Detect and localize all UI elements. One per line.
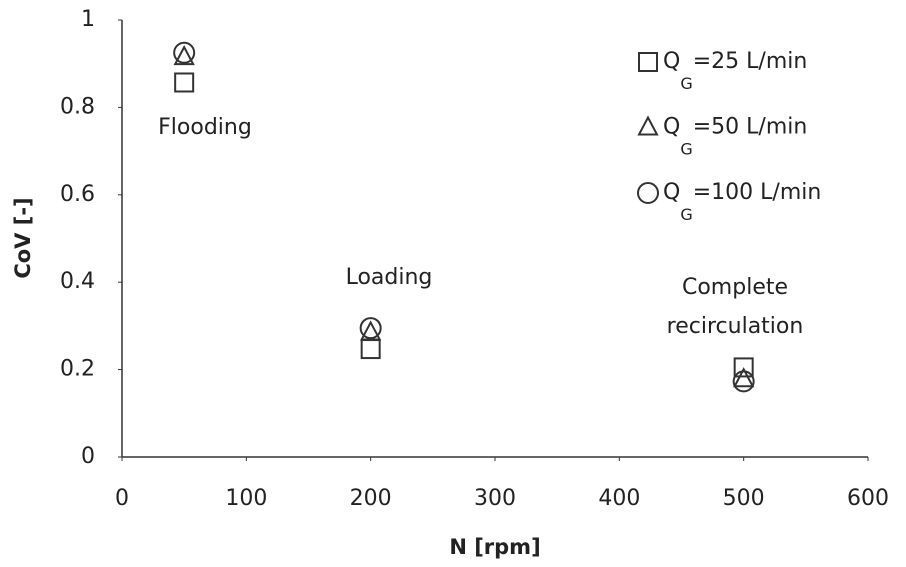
marker-square bbox=[733, 357, 754, 378]
annotation: Complete recirculation bbox=[667, 275, 804, 339]
y-tick-label: 0.4 bbox=[60, 269, 95, 294]
marker-circle bbox=[732, 370, 755, 393]
x-tick-label: 300 bbox=[474, 486, 516, 511]
marker-triangle bbox=[360, 320, 382, 341]
y-tick-label: 0 bbox=[81, 444, 95, 469]
marker-circle bbox=[359, 317, 382, 340]
annotation: Loading bbox=[346, 265, 433, 290]
x-tick-label: 400 bbox=[598, 486, 640, 511]
x-tick-label: 0 bbox=[115, 486, 129, 511]
y-tick-label: 1 bbox=[81, 7, 95, 32]
legend-label: QG=25 L/min bbox=[663, 49, 807, 93]
x-tick-label: 500 bbox=[723, 486, 765, 511]
legend-label: QG=50 L/min bbox=[663, 115, 807, 159]
y-axis-title: CoV [-] bbox=[11, 197, 35, 278]
legend-marker bbox=[637, 115, 659, 136]
x-axis-title: N [rpm] bbox=[449, 535, 540, 559]
marker-circle bbox=[173, 41, 196, 64]
marker-square bbox=[360, 339, 381, 360]
y-tick-label: 0.8 bbox=[60, 94, 95, 119]
marker-triangle bbox=[173, 45, 195, 66]
x-tick-label: 100 bbox=[225, 486, 267, 511]
legend-marker bbox=[638, 52, 658, 72]
x-tick-label: 600 bbox=[847, 486, 889, 511]
x-tick-label: 200 bbox=[350, 486, 392, 511]
legend-marker bbox=[637, 182, 659, 204]
y-tick-label: 0.2 bbox=[60, 357, 95, 382]
legend-label: QG=100 L/min bbox=[663, 180, 821, 224]
marker-triangle bbox=[733, 367, 755, 388]
marker-square bbox=[174, 72, 195, 93]
y-tick-label: 0.6 bbox=[60, 182, 95, 207]
annotation: Flooding bbox=[158, 115, 252, 140]
